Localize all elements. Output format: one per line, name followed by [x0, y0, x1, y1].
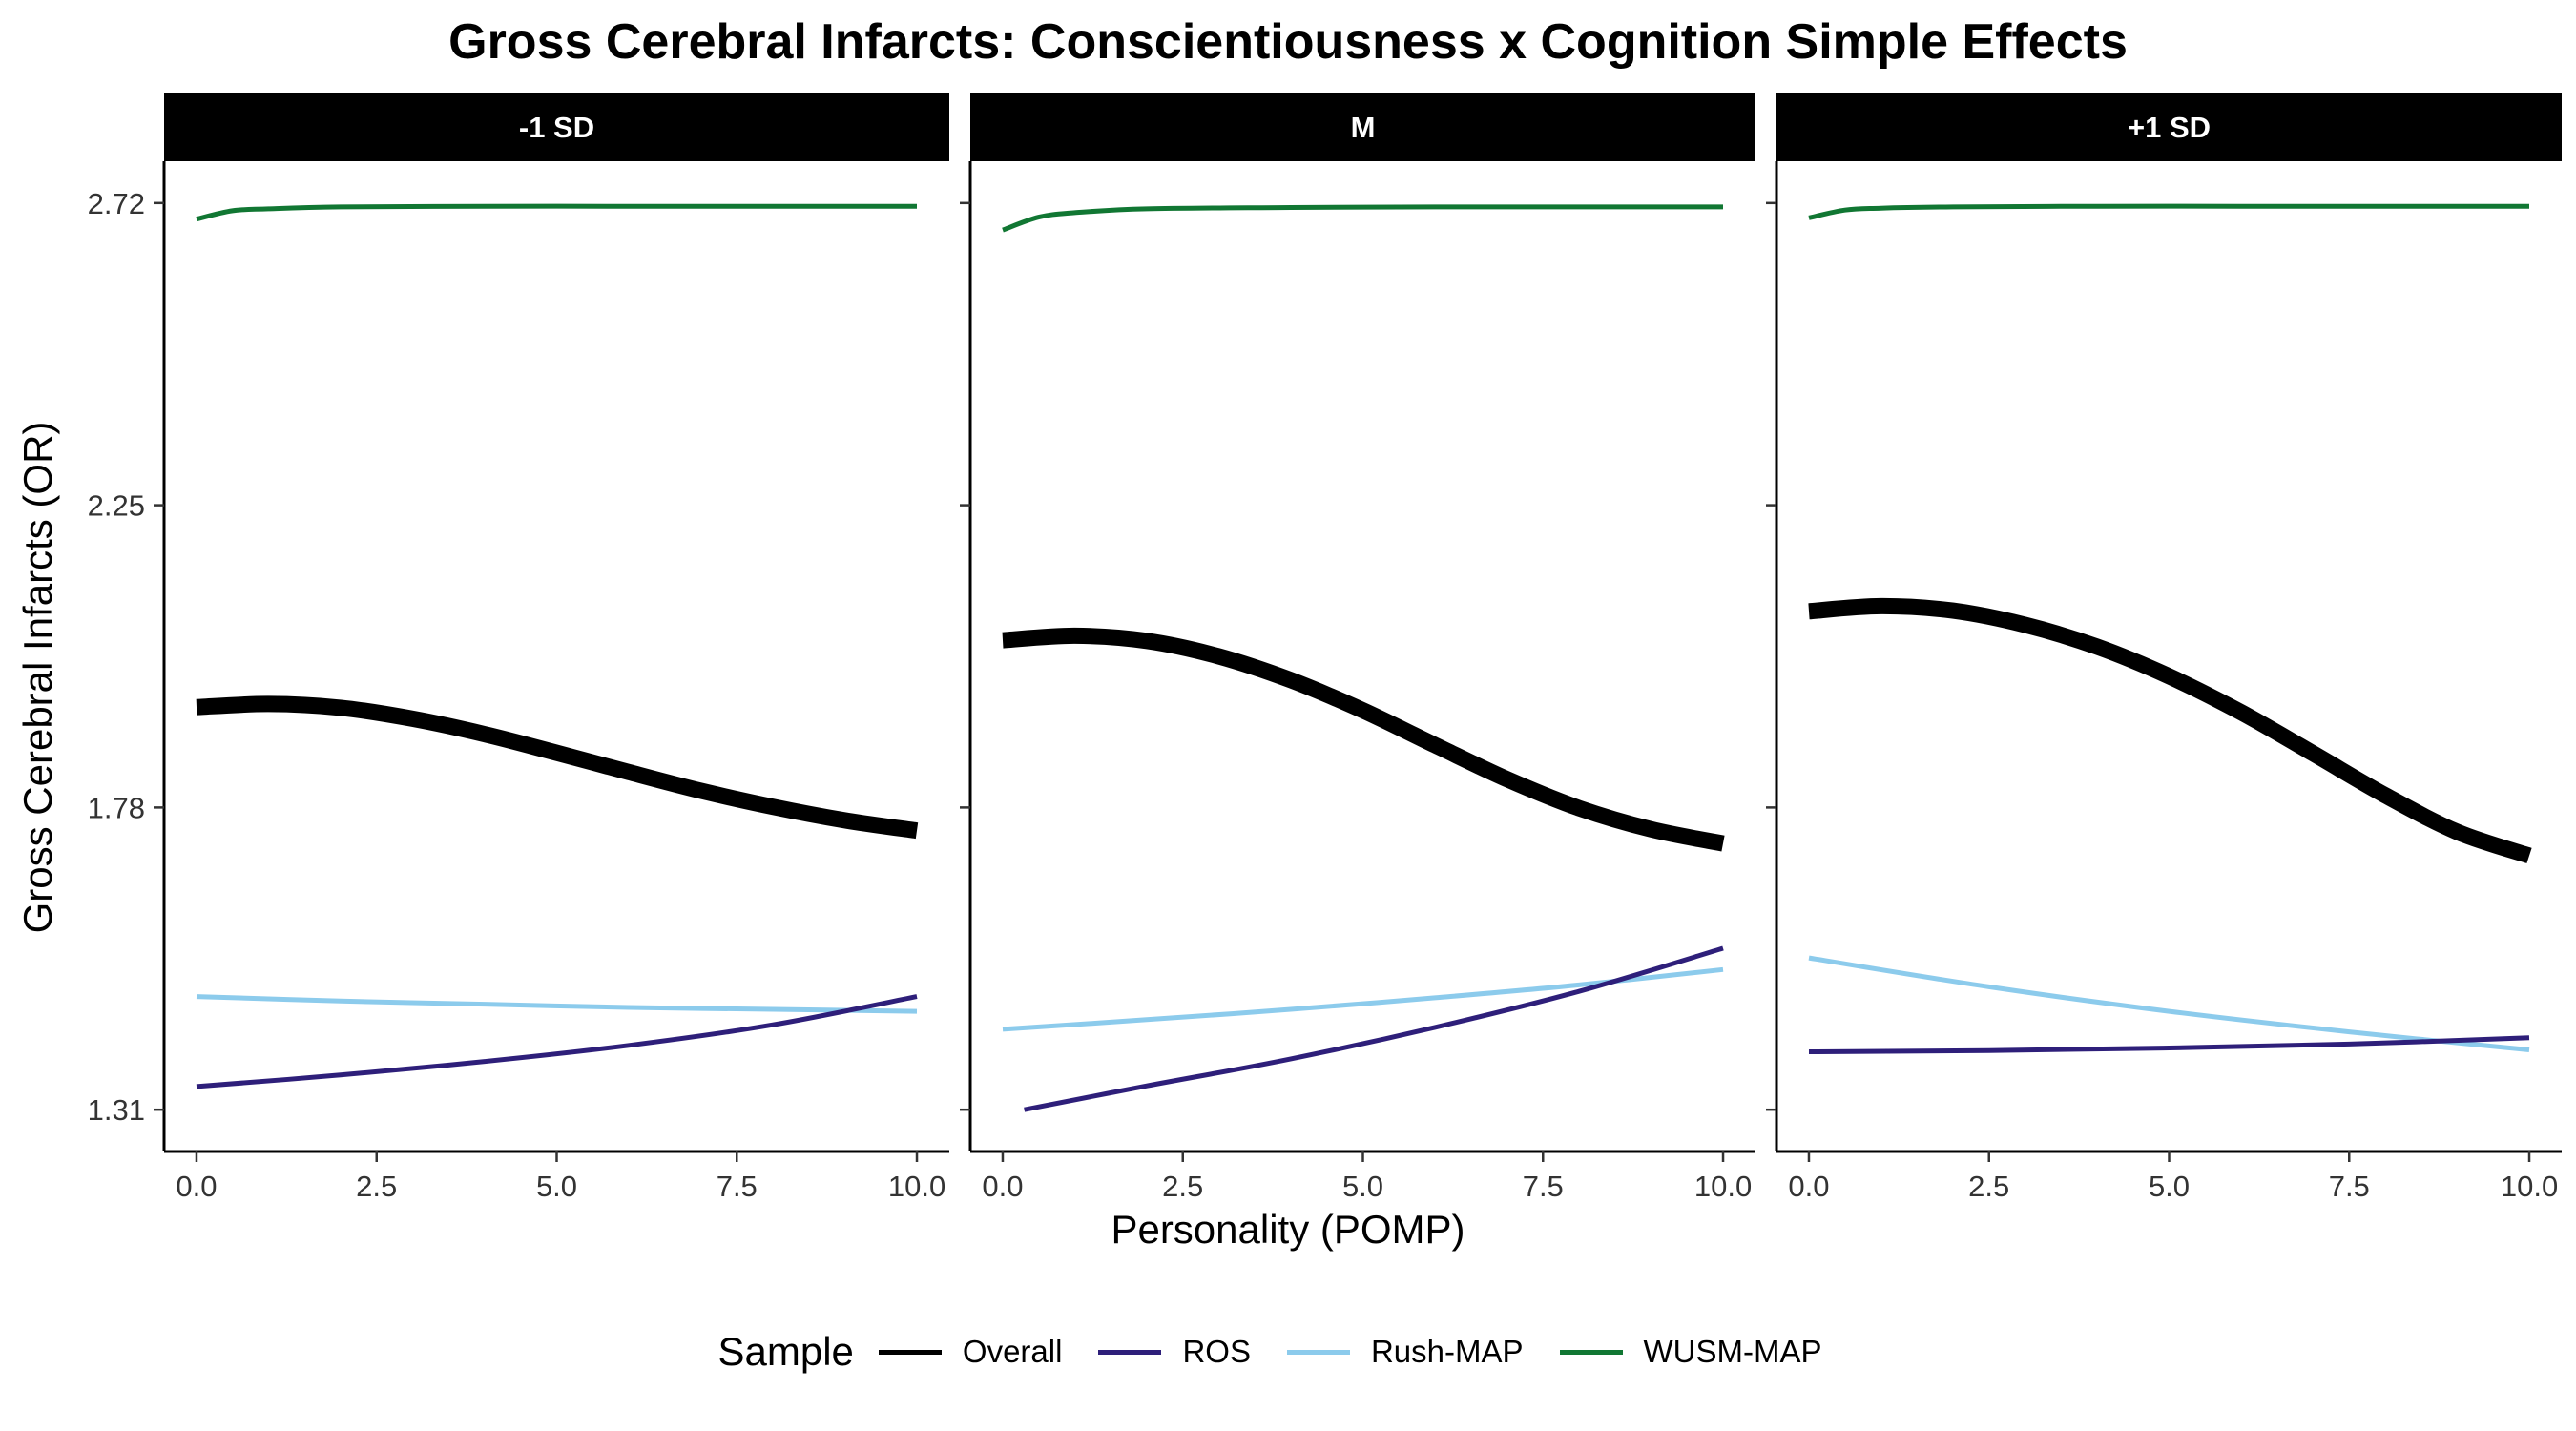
series-line-wusm-map-1-sd	[196, 203, 917, 222]
series-line-ros-1-sd	[196, 994, 918, 1089]
legend-item-ros: ROS	[1098, 1334, 1251, 1370]
y-tick-label: 2.72	[88, 187, 145, 220]
x-tick-label: 10.0	[1694, 1170, 1752, 1203]
series-line-overall-m	[1002, 627, 1725, 852]
series-line-wusm-map-m	[1002, 204, 1723, 233]
x-tick-label: 2.5	[1162, 1170, 1203, 1203]
series-line-wusm-map-1-sd	[1808, 203, 2529, 220]
x-tick-label: 2.5	[356, 1170, 397, 1203]
x-tick-label: 7.5	[1523, 1170, 1564, 1203]
legend: Sample Overall ROS Rush-MAP WUSM-MAP	[0, 1329, 2576, 1375]
facet-strip-1-sd	[1776, 93, 2562, 161]
x-tick-label: 5.0	[1342, 1170, 1383, 1203]
legend-key-overall	[878, 1349, 942, 1355]
legend-key-rush-map	[1286, 1349, 1350, 1355]
series-line-ros-1-sd	[1808, 1035, 2530, 1054]
legend-title: Sample	[717, 1329, 854, 1374]
legend-label-ros: ROS	[1182, 1334, 1251, 1369]
legend-item-overall: Overall	[878, 1334, 1063, 1370]
series-line-rush-map-m	[1002, 966, 1724, 1032]
y-tick-label: 1.31	[88, 1093, 145, 1127]
legend-label-overall: Overall	[962, 1334, 1063, 1369]
x-axis-title: Personality (POMP)	[1111, 1207, 1465, 1252]
legend-item-wusm-map: WUSM-MAP	[1559, 1334, 1822, 1370]
x-tick-label: 5.0	[2149, 1170, 2190, 1203]
legend-key-wusm-map	[1559, 1349, 1623, 1355]
facet-label-m: M	[1351, 111, 1376, 144]
y-tick-label: 2.25	[88, 489, 145, 523]
facet-strip-1-sd	[164, 93, 949, 161]
x-tick-label: 7.5	[717, 1170, 758, 1203]
y-tick-label: 1.78	[88, 791, 145, 824]
legend-label-wusm-map: WUSM-MAP	[1643, 1334, 1822, 1369]
series-line-rush-map-1-sd	[196, 994, 918, 1014]
facet-label-1-sd: -1 SD	[519, 111, 594, 144]
x-tick-label: 10.0	[2501, 1170, 2558, 1203]
x-tick-label: 7.5	[2329, 1170, 2370, 1203]
series-line-overall-1-sd	[1808, 597, 2532, 864]
chart-title: Gross Cerebral Infarcts: Conscientiousne…	[448, 14, 2128, 70]
x-tick-label: 0.0	[982, 1170, 1023, 1203]
series-line-overall-1-sd	[196, 695, 919, 840]
x-tick-label: 0.0	[176, 1170, 217, 1203]
series-line-rush-map-1-sd	[1808, 955, 2530, 1052]
legend-key-ros	[1098, 1349, 1162, 1355]
facet-strip-m	[970, 93, 1755, 161]
x-tick-label: 2.5	[1968, 1170, 2009, 1203]
legend-label-rush-map: Rush-MAP	[1370, 1334, 1524, 1369]
x-tick-label: 0.0	[1788, 1170, 1829, 1203]
facet-label-1-sd: +1 SD	[2128, 111, 2211, 144]
legend-item-rush-map: Rush-MAP	[1286, 1334, 1524, 1370]
series-line-ros-m	[1024, 945, 1724, 1112]
x-tick-label: 10.0	[888, 1170, 945, 1203]
x-tick-label: 5.0	[536, 1170, 577, 1203]
